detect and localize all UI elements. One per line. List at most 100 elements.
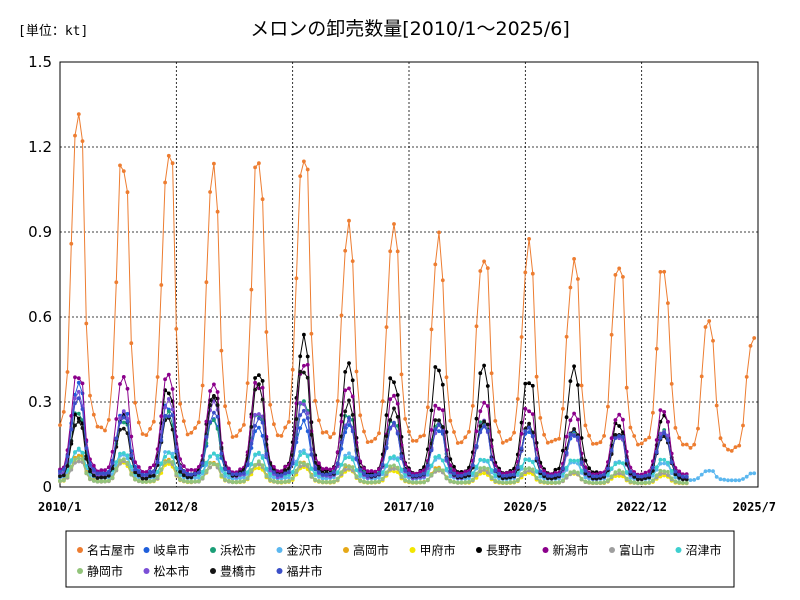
data-point [613,433,618,437]
data-point [741,423,745,428]
data-point [125,453,130,458]
unit-label: [単位：kt] [18,23,88,39]
data-point [335,470,340,475]
data-point [399,454,404,459]
data-point [673,472,678,477]
data-point [257,425,261,430]
data-point [662,461,667,466]
data-point [335,450,340,454]
data-point [181,469,186,474]
data-point [512,472,516,477]
data-point [189,479,194,484]
data-point [440,278,445,283]
data-point [380,399,385,404]
data-point [332,431,336,436]
data-point [84,321,89,326]
data-point [290,367,295,372]
data-point [515,471,520,475]
data-point [482,259,486,264]
data-point [613,273,618,277]
data-point [365,440,370,444]
data-point [692,442,697,447]
series-1 [58,112,757,453]
data-point [538,479,543,483]
data-point [651,473,655,478]
data-point [662,469,667,474]
data-point [470,463,475,468]
data-point [189,472,194,477]
data-point [362,479,366,484]
legend-marker [143,547,150,553]
data-point [178,466,183,471]
data-point [380,462,385,467]
data-point [264,451,269,456]
data-point [215,403,220,407]
data-point [178,402,183,406]
data-point [163,450,168,454]
data-point [238,476,243,481]
data-point [249,287,254,292]
data-point [714,475,719,479]
data-point [253,452,257,457]
data-point [658,436,663,440]
data-point [272,475,276,480]
data-point [418,473,423,477]
data-point [459,440,464,445]
data-point [512,480,516,484]
data-point [253,412,257,417]
data-point [260,420,265,425]
data-point [317,466,321,471]
data-point [257,161,261,166]
data-point [76,419,81,424]
data-point [440,429,445,433]
data-point [350,394,355,399]
data-point [579,476,584,481]
y-tick-label: 0 [42,478,52,496]
data-point [181,419,186,423]
data-point [639,477,644,482]
data-point [579,383,584,388]
data-point [260,197,265,202]
legend-marker [143,568,150,574]
data-point [118,458,122,463]
data-point [223,466,228,471]
data-point [444,456,449,461]
data-point [395,249,400,254]
data-point [298,413,303,417]
series-11 [58,456,689,485]
data-point [440,408,445,413]
legend-label: 豊橋市 [220,564,256,579]
data-point [410,473,415,478]
legend-marker [276,547,283,553]
data-point [223,471,228,476]
data-point [204,469,209,473]
data-point [621,461,625,466]
data-point [133,470,138,475]
data-point [489,475,494,480]
data-point [155,460,160,465]
data-point [260,434,265,438]
data-point [576,470,580,475]
data-point [309,467,314,471]
data-point [347,464,351,469]
data-point [632,472,637,477]
data-point [80,426,85,430]
data-point [234,434,239,438]
y-tick-label: 0.9 [28,223,52,241]
data-point [170,161,175,166]
data-point [662,457,667,462]
data-point [335,476,340,481]
data-point [121,415,126,420]
data-point [681,477,685,482]
x-tick-label: 2015/3 [271,500,314,514]
series-8 [58,362,689,477]
data-point [223,474,228,479]
data-point [272,422,276,427]
data-point [365,473,370,478]
data-point [478,371,483,376]
data-point [399,474,404,478]
legend-marker [609,547,615,553]
data-point [478,409,483,414]
data-point [463,435,468,440]
data-point [606,404,610,409]
